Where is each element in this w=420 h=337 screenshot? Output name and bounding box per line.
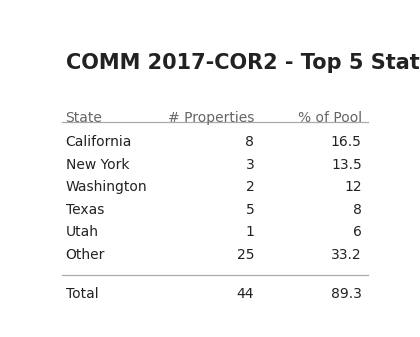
Text: Texas: Texas — [66, 203, 104, 217]
Text: # Properties: # Properties — [168, 111, 255, 124]
Text: 8: 8 — [245, 135, 255, 149]
Text: 89.3: 89.3 — [331, 287, 362, 301]
Text: New York: New York — [66, 158, 129, 172]
Text: 13.5: 13.5 — [331, 158, 362, 172]
Text: Other: Other — [66, 248, 105, 262]
Text: 2: 2 — [246, 180, 255, 194]
Text: 12: 12 — [344, 180, 362, 194]
Text: 5: 5 — [246, 203, 255, 217]
Text: COMM 2017-COR2 - Top 5 States: COMM 2017-COR2 - Top 5 States — [66, 53, 420, 73]
Text: % of Pool: % of Pool — [298, 111, 362, 124]
Text: 6: 6 — [353, 225, 362, 240]
Text: Utah: Utah — [66, 225, 99, 240]
Text: 33.2: 33.2 — [331, 248, 362, 262]
Text: California: California — [66, 135, 132, 149]
Text: Total: Total — [66, 287, 98, 301]
Text: 3: 3 — [246, 158, 255, 172]
Text: 1: 1 — [245, 225, 255, 240]
Text: 25: 25 — [237, 248, 255, 262]
Text: State: State — [66, 111, 102, 124]
Text: 16.5: 16.5 — [331, 135, 362, 149]
Text: 44: 44 — [237, 287, 255, 301]
Text: 8: 8 — [353, 203, 362, 217]
Text: Washington: Washington — [66, 180, 147, 194]
